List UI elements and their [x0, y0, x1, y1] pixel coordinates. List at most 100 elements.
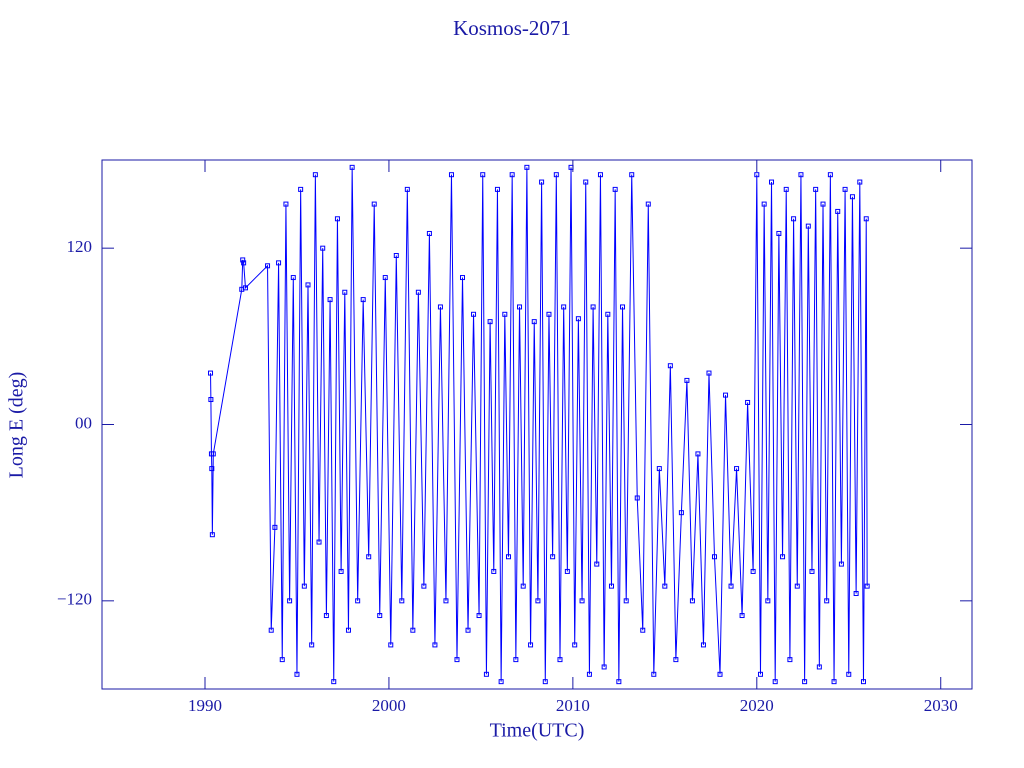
- data-point: [776, 230, 782, 236]
- data-point: [483, 671, 489, 677]
- data-point: [673, 657, 679, 663]
- data-point: [583, 179, 589, 185]
- data-point: [382, 275, 388, 281]
- data-point: [860, 679, 866, 685]
- data-point: [757, 671, 763, 677]
- data-point: [241, 260, 247, 266]
- data-point: [301, 583, 307, 589]
- data-point: [575, 316, 581, 322]
- data-point: [612, 186, 618, 192]
- data-point: [327, 297, 333, 303]
- data-point: [334, 216, 340, 222]
- data-point: [298, 186, 304, 192]
- data-point: [794, 583, 800, 589]
- data-point: [421, 583, 427, 589]
- data-point: [765, 598, 771, 604]
- data-point: [393, 253, 399, 259]
- data-point: [605, 311, 611, 317]
- data-point: [620, 304, 626, 310]
- data-point: [410, 627, 416, 633]
- data-point: [572, 642, 578, 648]
- data-point: [805, 223, 811, 229]
- data-point: [662, 583, 668, 589]
- data-point: [502, 311, 508, 317]
- data-point: [528, 642, 534, 648]
- data-point: [831, 679, 837, 685]
- data-point: [305, 282, 311, 288]
- data-point: [820, 201, 826, 207]
- data-point: [550, 554, 556, 560]
- data-point: [816, 664, 822, 670]
- data-point: [454, 657, 460, 663]
- data-point: [717, 671, 723, 677]
- data-point: [476, 613, 482, 619]
- data-point: [437, 304, 443, 310]
- plot-frame: [101, 159, 973, 690]
- data-point: [684, 377, 690, 383]
- data-point: [471, 311, 477, 317]
- data-point: [272, 524, 278, 530]
- x-tick-label: 1990: [188, 696, 222, 715]
- data-point: [505, 554, 511, 560]
- data-point: [480, 172, 486, 178]
- x-tick-label: 2010: [556, 696, 590, 715]
- data-point: [509, 172, 515, 178]
- data-point: [689, 598, 695, 604]
- data-point: [240, 257, 246, 263]
- data-point: [761, 201, 767, 207]
- data-point: [734, 466, 740, 472]
- data-point: [842, 186, 848, 192]
- data-point: [338, 568, 344, 574]
- data-point: [754, 172, 760, 178]
- data-point: [791, 216, 797, 222]
- data-point: [678, 510, 684, 516]
- data-point: [728, 583, 734, 589]
- data-line: [210, 167, 868, 682]
- data-point: [645, 201, 651, 207]
- data-point: [813, 186, 819, 192]
- data-point: [586, 671, 592, 677]
- data-point: [432, 642, 438, 648]
- data-point: [331, 679, 337, 685]
- data-point: [290, 275, 296, 281]
- data-point: [209, 532, 215, 538]
- data-point: [287, 598, 293, 604]
- data-point: [377, 613, 383, 619]
- data-point: [863, 216, 869, 222]
- data-point: [601, 664, 607, 670]
- data-point: [276, 260, 282, 266]
- data-point: [553, 172, 559, 178]
- data-point: [561, 304, 567, 310]
- data-point: [323, 613, 329, 619]
- data-point: [283, 201, 289, 207]
- data-point: [404, 186, 410, 192]
- data-point: [460, 275, 466, 281]
- data-point: [634, 495, 640, 501]
- data-point: [667, 363, 673, 369]
- data-point: [783, 186, 789, 192]
- data-point: [700, 642, 706, 648]
- data-point: [517, 304, 523, 310]
- data-point: [513, 657, 519, 663]
- data-point: [426, 230, 432, 236]
- data-point: [320, 245, 326, 251]
- y-tick-label: 00: [75, 413, 92, 432]
- data-point: [711, 554, 717, 560]
- data-point: [209, 466, 215, 472]
- data-point: [531, 319, 537, 325]
- y-tick-label: −120: [57, 590, 92, 609]
- data-point: [388, 642, 394, 648]
- data-point: [798, 172, 804, 178]
- x-axis-label: Time(UTC): [490, 720, 585, 742]
- data-point: [366, 554, 372, 560]
- data-point: [640, 627, 646, 633]
- data-point: [371, 201, 377, 207]
- data-point: [857, 179, 863, 185]
- data-point: [853, 590, 859, 596]
- data-point: [557, 657, 563, 663]
- data-point: [772, 679, 778, 685]
- data-point: [597, 172, 603, 178]
- data-point: [399, 598, 405, 604]
- data-point: [265, 263, 271, 269]
